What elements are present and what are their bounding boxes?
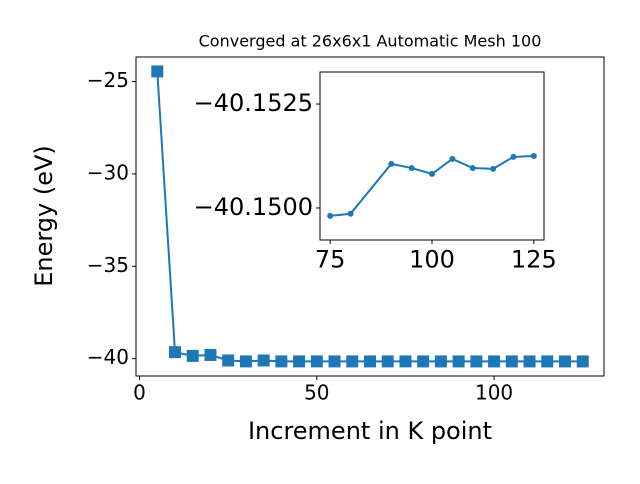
marker	[364, 355, 376, 368]
y-tick-label: −25	[87, 68, 129, 92]
marker	[417, 355, 430, 368]
marker	[257, 354, 270, 367]
x-tick-label: 125	[511, 245, 557, 273]
marker	[388, 160, 395, 167]
marker	[310, 355, 323, 368]
marker	[490, 165, 497, 172]
marker	[204, 348, 217, 361]
marker	[408, 165, 415, 172]
marker	[347, 210, 354, 217]
marker	[239, 355, 252, 368]
chart-title: Converged at 26x6x1 Automatic Mesh 100	[199, 32, 542, 51]
marker	[469, 165, 476, 172]
x-tick-label: 100	[409, 245, 455, 273]
marker	[328, 355, 341, 368]
y-tick-label: −40.1500	[194, 193, 313, 221]
x-tick-label: 50	[304, 381, 329, 405]
marker	[346, 355, 359, 368]
y-tick-label: −40	[87, 345, 129, 369]
y-tick-label: −40.1525	[194, 89, 313, 117]
y-tick-label: −30	[87, 160, 129, 184]
marker	[293, 355, 306, 368]
marker	[327, 212, 334, 219]
marker	[523, 355, 536, 368]
marker	[186, 349, 199, 362]
marker	[505, 355, 518, 368]
x-tick-label: 100	[475, 381, 513, 405]
marker	[488, 355, 501, 368]
marker	[576, 355, 589, 368]
marker	[530, 153, 537, 159]
marker	[429, 170, 435, 177]
marker	[381, 355, 394, 368]
marker	[151, 65, 164, 78]
y-axis-label: Energy (eV)	[30, 145, 58, 287]
marker	[452, 355, 465, 368]
series-line	[330, 155, 534, 217]
marker	[559, 355, 571, 368]
x-tick-label: 75	[315, 245, 346, 273]
x-axis-label: Increment in K point	[248, 417, 492, 445]
marker	[434, 355, 447, 368]
marker	[222, 354, 235, 367]
x-tick-label: 0	[133, 381, 146, 405]
marker	[449, 155, 456, 162]
marker	[541, 355, 554, 368]
marker	[169, 346, 181, 359]
marker	[399, 355, 412, 368]
plot-area	[319, 71, 545, 241]
y-tick-label: −35	[87, 253, 129, 277]
marker	[470, 355, 483, 368]
marker	[275, 355, 288, 368]
marker	[510, 153, 517, 160]
